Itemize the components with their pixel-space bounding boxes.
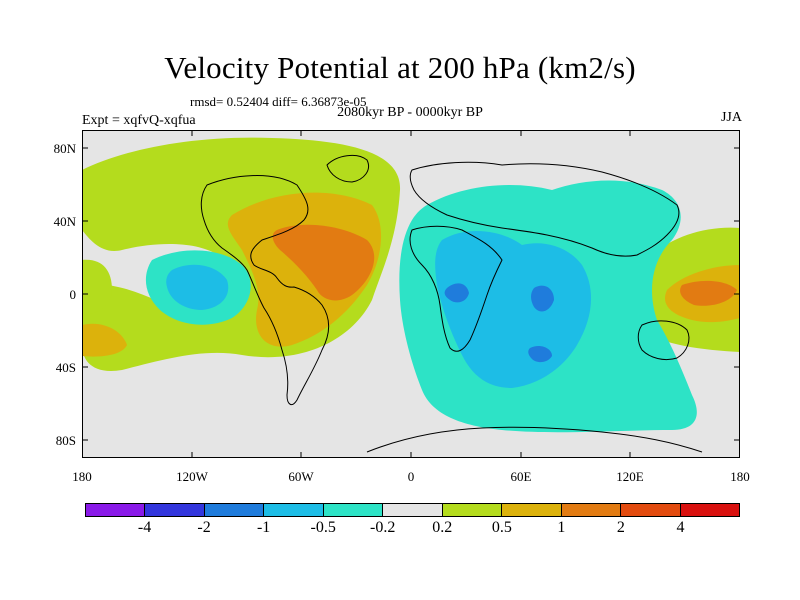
colorbar-swatch — [145, 504, 205, 516]
y-tick-label: 80S — [55, 433, 76, 448]
x-tick-label: 60W — [288, 469, 314, 484]
antarctica-coastline — [366, 426, 703, 453]
x-tick-label: 120W — [176, 469, 208, 484]
africa-coastline — [409, 225, 503, 352]
strong-negative-arabian-sea — [531, 285, 554, 312]
season-label: JJA — [720, 110, 742, 125]
americas-coastline — [200, 175, 330, 406]
x-tick-label: 180 — [730, 469, 750, 484]
map-ticks — [82, 130, 740, 458]
colorbar-tick-label: -0.2 — [370, 519, 396, 536]
colorbar-tick-label: 4 — [676, 519, 685, 536]
colorbar-swatch — [323, 504, 384, 516]
x-tick-label: 180 — [72, 469, 92, 484]
strong-negative-central-africa — [444, 283, 469, 303]
greenland-coastline — [326, 154, 369, 183]
colorbar-swatch — [442, 504, 503, 516]
colorbar-tick-label: -1 — [256, 519, 271, 536]
colorbar-swatch — [204, 504, 265, 516]
colorbar-swatch — [383, 504, 443, 516]
strong-negative-south-indian — [528, 345, 552, 363]
moderate-negative-africa-indian — [435, 230, 592, 388]
x-tick-label: 120E — [616, 469, 644, 484]
moderate-negative-east-pacific — [166, 264, 229, 310]
colorbar-tick-label: -4 — [137, 519, 152, 536]
coastlines — [200, 154, 703, 453]
plot-title: Velocity Potential at 200 hPa (km2/s) — [164, 50, 636, 85]
y-tick-label: 40S — [55, 360, 76, 375]
colorbar-tick-label: -0.5 — [310, 519, 336, 536]
colorbar — [85, 503, 740, 517]
australia-coastline — [637, 320, 690, 361]
eurasia-coastline — [409, 161, 680, 257]
y-tick-label: 40N — [53, 214, 76, 229]
colorbar-tick-label: 0.5 — [491, 519, 512, 536]
colorbar-tick-label: 1 — [557, 519, 566, 536]
colorbar-tick-label: 0.2 — [432, 519, 453, 536]
y-tick-label: 0 — [69, 287, 77, 302]
colorbar-swatch — [502, 504, 562, 516]
experiment-label: Expt = xqfvQ-xqfua — [82, 113, 196, 128]
colorbar-tick-label: 2 — [616, 519, 625, 536]
x-tick-label: 60E — [510, 469, 532, 484]
colorbar-swatch — [561, 504, 622, 516]
strong-positive-americas — [272, 224, 375, 301]
y-tick-label: 80N — [53, 141, 76, 156]
strong-positive-western-pacific — [680, 280, 737, 306]
velocity-potential-map — [82, 130, 740, 458]
colorbar-swatch — [86, 504, 146, 516]
colorbar-swatch — [680, 504, 739, 516]
colorbar-tick-label: -2 — [197, 519, 211, 536]
moderate-positive-south-pacific — [82, 323, 127, 357]
map-panel — [82, 130, 740, 458]
positive-region-left-edge — [82, 259, 112, 315]
x-tick-label: 0 — [407, 469, 415, 484]
colorbar-swatch — [264, 504, 324, 516]
colorbar-swatch — [621, 504, 681, 516]
period-label: 2080kyr BP - 0000kyr BP — [337, 105, 483, 120]
stats-label: rmsd= 0.52404 diff= 6.36873e-05 — [190, 94, 367, 109]
